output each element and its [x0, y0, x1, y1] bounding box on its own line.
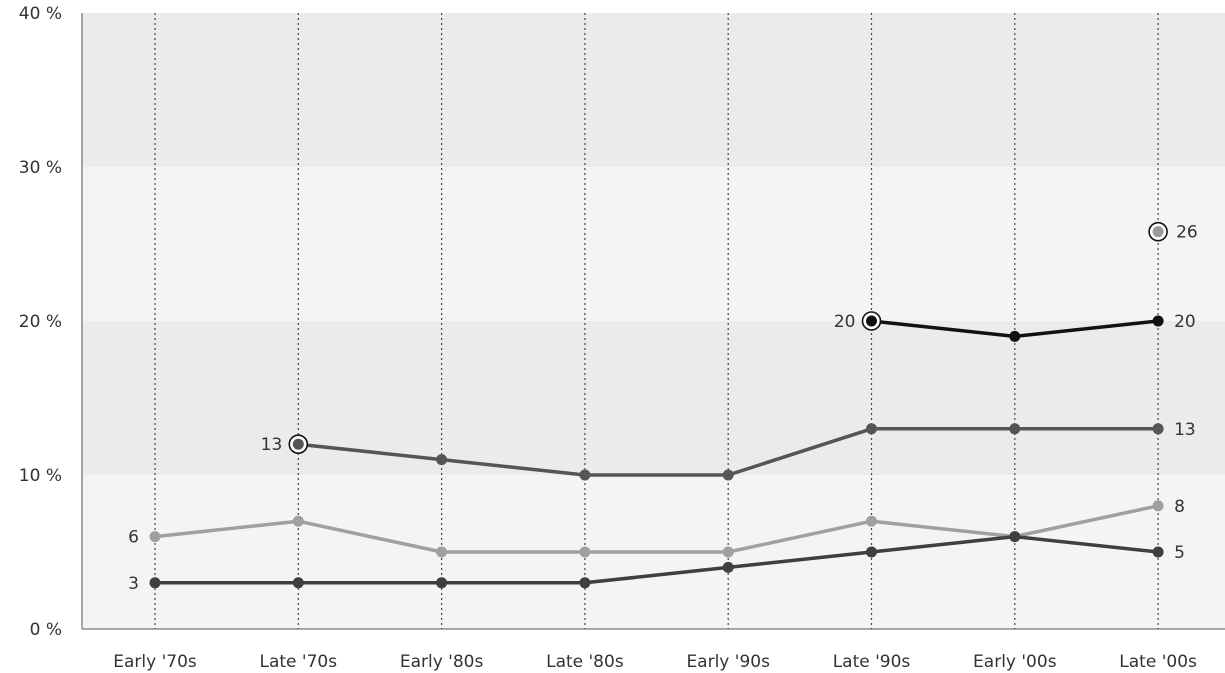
x-axis-ticks: Early '70s Late '70s Early '80s Late '80s Ea… [113, 652, 1197, 672]
x-tick-label: Late '90s [833, 652, 911, 672]
data-point [149, 577, 161, 589]
x-tick-label: Late '00s [1119, 652, 1197, 672]
data-point [579, 469, 591, 481]
data-point [436, 454, 448, 466]
data-point [1152, 423, 1164, 435]
data-label: 20 [1174, 312, 1196, 332]
x-tick-label: Early '70s [113, 652, 197, 672]
data-point [1152, 546, 1164, 558]
y-tick-label: 0 % [30, 620, 62, 640]
background-band [82, 321, 1225, 475]
data-point [866, 546, 877, 558]
x-tick-label: Early '00s [973, 652, 1057, 672]
y-tick-label: 30 % [19, 158, 62, 178]
data-point [722, 546, 734, 558]
x-tick-label: Early '90s [686, 652, 770, 672]
highlight-point [1152, 226, 1164, 238]
data-label: 13 [261, 435, 283, 455]
data-point [1152, 315, 1164, 327]
x-tick-label: Late '80s [546, 652, 624, 672]
data-point [292, 577, 304, 589]
background-band [82, 13, 1225, 167]
y-tick-label: 40 % [19, 4, 62, 24]
data-point [1009, 423, 1021, 435]
data-label: 26 [1176, 223, 1198, 243]
data-point [1152, 500, 1164, 512]
data-point [866, 515, 877, 527]
series-4: 35 [128, 531, 1185, 594]
y-tick-label: 20 % [19, 312, 62, 332]
data-point [1009, 531, 1021, 543]
data-label: 13 [1174, 420, 1196, 440]
x-tick-label: Early '80s [400, 652, 484, 672]
y-axis-ticks: 0 % 10 % 20 % 30 % 40 % [19, 4, 62, 640]
highlight-point [292, 438, 304, 450]
data-point [866, 423, 877, 435]
data-point [436, 546, 448, 558]
data-point [1009, 330, 1021, 342]
data-label: 20 [834, 312, 856, 332]
data-label: 6 [128, 528, 139, 548]
data-label: 3 [128, 574, 139, 594]
background-bands [82, 13, 1225, 629]
series-2: 13 13 [261, 420, 1196, 481]
series-1: 20 20 [834, 311, 1196, 342]
extra-points-layer: 26 [1148, 221, 1198, 243]
y-tick-label: 10 % [19, 466, 62, 486]
data-point [292, 515, 304, 527]
series-line [155, 534, 1159, 585]
series-3: 68 [128, 497, 1185, 558]
data-point [579, 577, 591, 589]
data-label: 5 [1174, 543, 1185, 563]
data-point [722, 561, 734, 573]
highlight-point [866, 315, 877, 327]
data-point [436, 577, 448, 589]
data-point [149, 531, 161, 543]
series-line [154, 504, 1159, 554]
data-point [722, 469, 734, 481]
data-point [579, 546, 591, 558]
data-label: 8 [1174, 497, 1185, 517]
x-tick-label: Late '70s [260, 652, 338, 672]
background-band [82, 167, 1225, 321]
